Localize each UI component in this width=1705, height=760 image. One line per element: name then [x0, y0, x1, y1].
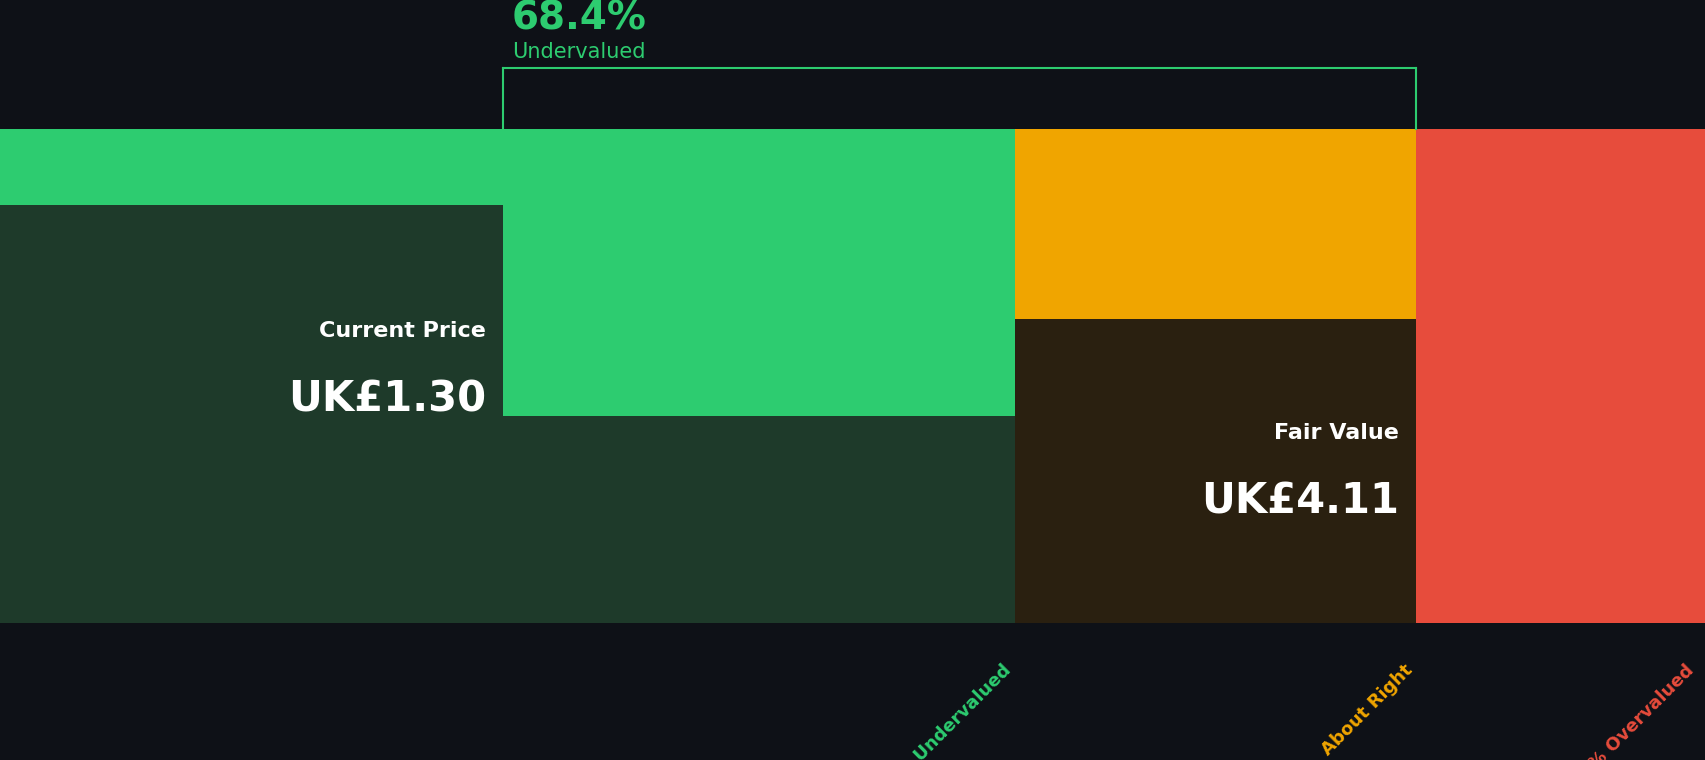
Bar — [1415, 129, 1705, 623]
Bar — [1014, 319, 1415, 623]
Text: UK£1.30: UK£1.30 — [288, 378, 486, 420]
Text: 68.4%: 68.4% — [512, 0, 646, 38]
Bar — [0, 205, 503, 532]
Bar — [1014, 129, 1415, 623]
Text: 20% Undervalued: 20% Undervalued — [876, 661, 1014, 760]
Text: Fair Value: Fair Value — [1274, 423, 1398, 443]
Text: About Right: About Right — [1318, 661, 1415, 759]
Text: 20% Overvalued: 20% Overvalued — [1567, 661, 1696, 760]
Text: Undervalued: Undervalued — [512, 42, 644, 62]
Bar — [0, 416, 1014, 623]
Text: UK£4.11: UK£4.11 — [1200, 480, 1398, 523]
Text: Current Price: Current Price — [319, 321, 486, 340]
Bar — [0, 129, 1014, 623]
